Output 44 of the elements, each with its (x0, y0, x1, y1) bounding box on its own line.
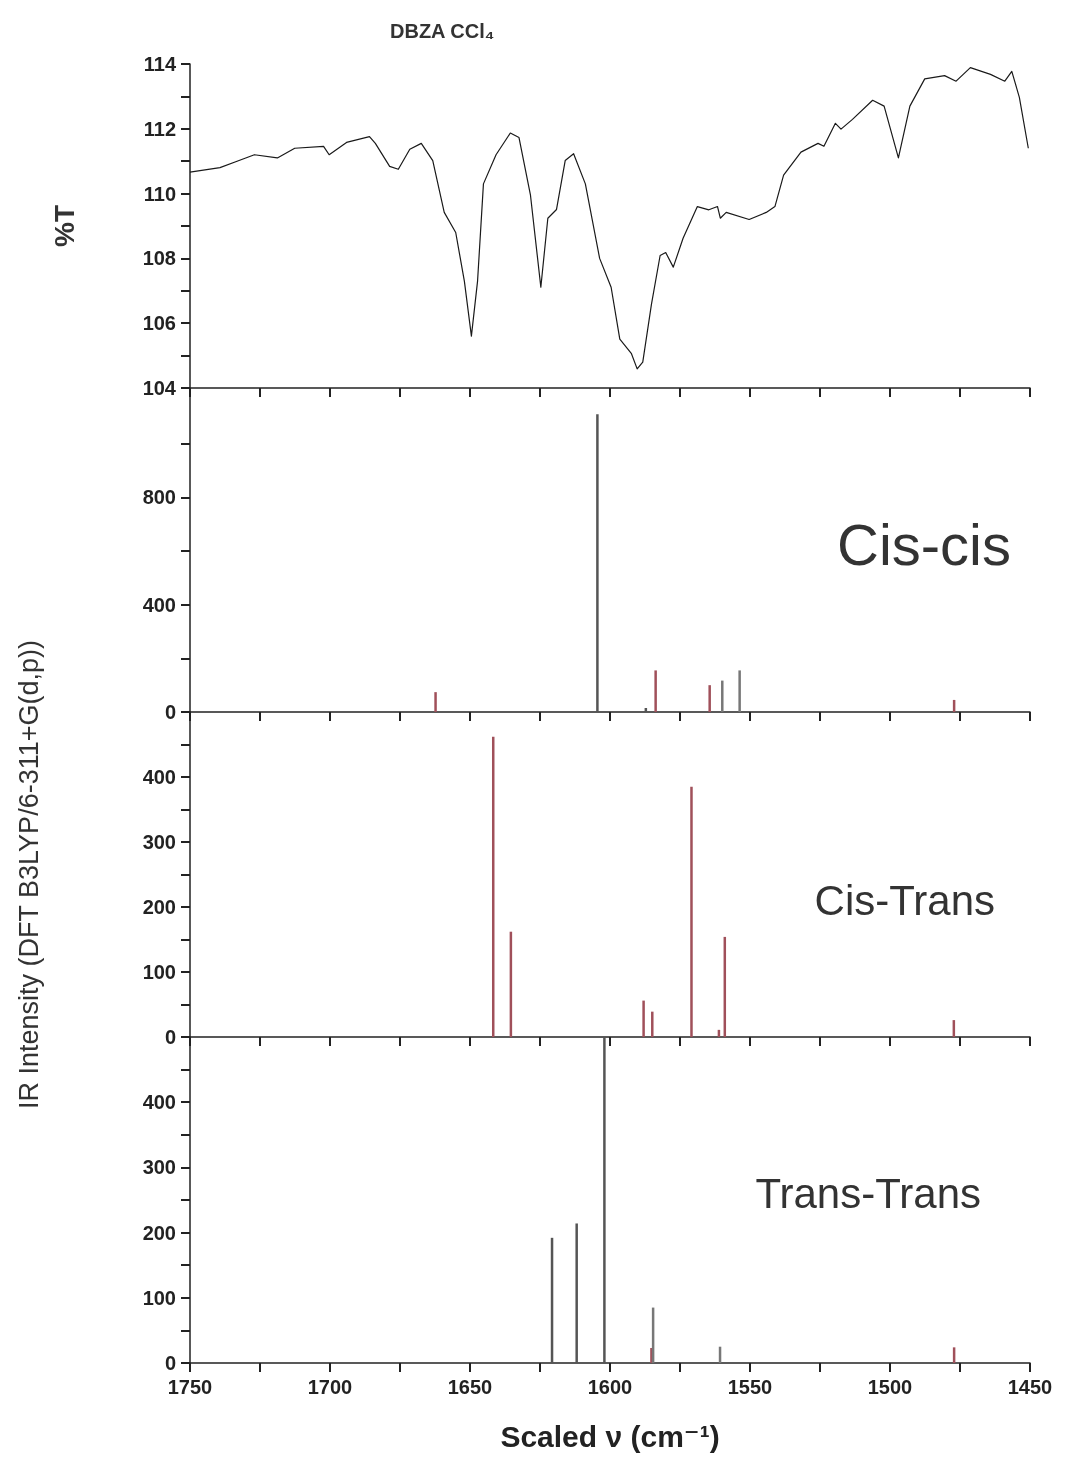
y-tick-label: 300 (142, 1156, 176, 1179)
y-axis-title: %T (48, 205, 80, 247)
bar (690, 786, 693, 1037)
bar (654, 670, 657, 712)
y-tick-label: 108 (142, 247, 176, 270)
y-tick-label: 0 (164, 1352, 176, 1374)
x-tick-label: 1500 (867, 1376, 913, 1398)
y-tick-label: 0 (164, 1026, 176, 1048)
y-tick-label: 104 (142, 377, 177, 399)
y-tick-label: 100 (142, 1286, 176, 1309)
y-tick-label: 114 (143, 53, 177, 75)
x-tick-label: 1700 (307, 1376, 353, 1398)
bar (596, 414, 599, 712)
y-tick-label: 800 (142, 486, 176, 509)
x-tick-label: 1650 (447, 1376, 493, 1398)
bar (651, 1011, 654, 1037)
y-tick-label: 106 (142, 312, 176, 335)
y-tick-label: 110 (143, 182, 176, 205)
chart-title: DBZA CCl₄ (390, 20, 495, 42)
x-tick-label: 1550 (727, 1376, 773, 1398)
y-tick-label: 112 (143, 117, 176, 140)
x-tick-label: 1600 (587, 1376, 633, 1398)
bar (738, 670, 741, 712)
bar (575, 1223, 578, 1363)
text: Cis-cis (837, 511, 1012, 577)
y-tick-label: 400 (142, 766, 176, 788)
y-tick-label: 0 (164, 701, 176, 723)
y-tick-label: 400 (142, 593, 176, 616)
bar (642, 1000, 645, 1037)
y-tick-label: 300 (142, 831, 176, 853)
y-tick-label: 200 (142, 1221, 176, 1244)
x-axis-title: Scaled ν (cm⁻¹) (500, 1419, 720, 1453)
bar (603, 1037, 606, 1363)
x-tick-label: 1450 (1007, 1376, 1053, 1398)
bar (721, 680, 724, 712)
bar (708, 685, 711, 712)
y-tick-label: 200 (142, 896, 176, 918)
bar (434, 692, 437, 712)
text: Cis-Trans (814, 876, 995, 924)
y-tick-label: 400 (142, 1091, 176, 1114)
text: Trans-Trans (755, 1169, 982, 1217)
x-tick-label: 1750 (167, 1376, 213, 1398)
y-axis-title: IR Intensity (DFT B3LYP/6-311+G(d,p)) (13, 640, 44, 1109)
y-tick-label: 100 (142, 961, 176, 983)
